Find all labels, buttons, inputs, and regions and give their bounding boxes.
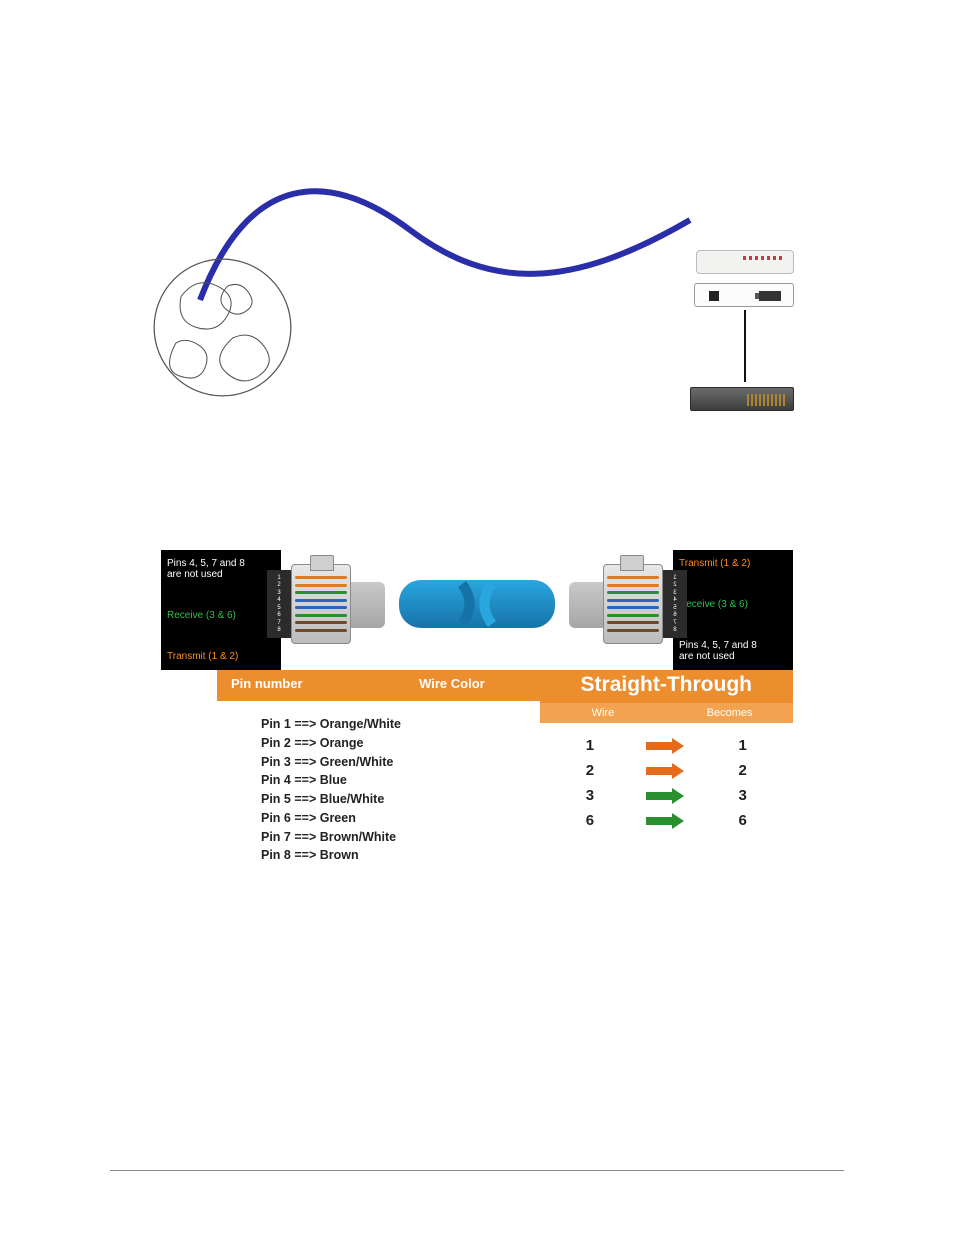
- connector-area: 1 2 3 4 5 6 7 8: [281, 550, 673, 670]
- wire: [295, 591, 347, 594]
- mapping-from: 1: [540, 737, 641, 754]
- pin-row: Pin 2 ==> Orange: [261, 734, 528, 753]
- wire: [295, 621, 347, 624]
- rj45-left: 1 2 3 4 5 6 7 8: [267, 564, 385, 644]
- left-not-used-label: Pins 4, 5, 7 and 8 are not used: [167, 558, 275, 580]
- arrow-icon: [640, 740, 692, 752]
- wire: [295, 576, 347, 579]
- pin-num: 4: [267, 597, 291, 603]
- pin-num: 4: [663, 597, 687, 603]
- pin-color-header: Pin number Wire Color: [217, 666, 540, 701]
- cable-twist: [457, 574, 497, 634]
- right-receive-label: Receive (3 & 6): [679, 599, 787, 610]
- pin-num: 2: [267, 582, 291, 588]
- modem-icon: [696, 250, 794, 274]
- header-wire-color: Wire Color: [378, 676, 525, 691]
- mapping-to: 2: [692, 762, 793, 779]
- pin-num: 5: [267, 605, 291, 611]
- left-receive-label: Receive (3 & 6): [167, 610, 275, 621]
- pin-num: 1: [663, 575, 687, 581]
- pin-row: Pin 3 ==> Green/White: [261, 753, 528, 772]
- wire: [607, 584, 659, 587]
- mapping-row: 1 1: [540, 733, 793, 758]
- pin-num: 3: [663, 590, 687, 596]
- wires-left: [295, 576, 347, 632]
- pin-row: Pin 7 ==> Brown/White: [261, 828, 528, 847]
- dvr-icon: [690, 387, 794, 411]
- mapping-to: 3: [692, 787, 793, 804]
- globe-icon: [150, 255, 295, 400]
- right-transmit-label: Transmit (1 & 2): [679, 558, 787, 569]
- mapping-row: 2 2: [540, 758, 793, 783]
- arrow-icon: [640, 815, 692, 827]
- page: Pins 4, 5, 7 and 8 are not used Receive …: [0, 0, 954, 1235]
- connector-row: Pins 4, 5, 7 and 8 are not used Receive …: [161, 550, 793, 670]
- mapping-to: 1: [692, 737, 793, 754]
- wire: [295, 599, 347, 602]
- wire: [607, 614, 659, 617]
- wire: [607, 629, 659, 632]
- wires-right: [607, 576, 659, 632]
- header-pin-number: Pin number: [231, 676, 378, 691]
- mapping-row: 3 3: [540, 783, 793, 808]
- cable-diagram: Pins 4, 5, 7 and 8 are not used Receive …: [161, 550, 793, 883]
- pin-num: 8: [267, 627, 291, 633]
- wire: [607, 591, 659, 594]
- footer-rule: [110, 1170, 844, 1171]
- wire: [295, 629, 347, 632]
- switch-icon: [694, 283, 794, 307]
- straight-through-title: Straight-Through: [540, 666, 793, 703]
- rj45-right: 1 2 3 4 5 6 7 8: [569, 564, 687, 644]
- mapping-row: 6 6: [540, 808, 793, 833]
- sub-becomes: Becomes: [666, 707, 793, 719]
- pin-numbers-left: 1 2 3 4 5 6 7 8: [267, 570, 291, 638]
- pin-numbers-right: 1 2 3 4 5 6 7 8: [663, 570, 687, 638]
- left-transmit-label: Transmit (1 & 2): [167, 651, 275, 662]
- mapping-rows: 1 1 2 2 3 3 6: [540, 723, 793, 849]
- mapping-from: 3: [540, 787, 641, 804]
- pin-color-table: Pin number Wire Color Pin 1 ==> Orange/W…: [217, 666, 540, 883]
- cable-mid: [399, 580, 555, 628]
- wire: [295, 614, 347, 617]
- left-pin-panel: Pins 4, 5, 7 and 8 are not used Receive …: [161, 550, 281, 670]
- pin-num: 1: [267, 575, 291, 581]
- cable-boot: [351, 582, 385, 628]
- sub-wire: Wire: [540, 707, 667, 719]
- wire: [607, 599, 659, 602]
- wire: [607, 621, 659, 624]
- mapping-from: 6: [540, 812, 641, 829]
- pin-num: 3: [267, 590, 291, 596]
- right-pin-panel: Transmit (1 & 2) Receive (3 & 6) Pins 4,…: [673, 550, 793, 670]
- mapping-to: 6: [692, 812, 793, 829]
- pin-row: Pin 5 ==> Blue/White: [261, 790, 528, 809]
- pin-color-body: Pin 1 ==> Orange/White Pin 2 ==> Orange …: [217, 701, 540, 883]
- wire: [295, 606, 347, 609]
- pin-num: 7: [663, 620, 687, 626]
- ethernet-link: [744, 310, 746, 382]
- mapping-from: 2: [540, 762, 641, 779]
- pinout-tables: Pin number Wire Color Pin 1 ==> Orange/W…: [217, 666, 793, 883]
- pin-num: 5: [663, 605, 687, 611]
- pin-num: 6: [267, 612, 291, 618]
- pin-row: Pin 4 ==> Blue: [261, 771, 528, 790]
- wire: [295, 584, 347, 587]
- wire: [607, 606, 659, 609]
- straight-through-subheader: Wire Becomes: [540, 703, 793, 723]
- pin-num: 8: [663, 627, 687, 633]
- straight-through-table: Straight-Through Wire Becomes 1 1 2 2: [540, 666, 793, 883]
- pin-num: 6: [663, 612, 687, 618]
- pin-row: Pin 6 ==> Green: [261, 809, 528, 828]
- topology-diagram: [110, 150, 844, 490]
- cable-boot: [569, 582, 603, 628]
- wire: [607, 576, 659, 579]
- pin-row: Pin 8 ==> Brown: [261, 846, 528, 865]
- pin-row: Pin 1 ==> Orange/White: [261, 715, 528, 734]
- right-not-used-label: Pins 4, 5, 7 and 8 are not used: [679, 640, 787, 662]
- arrow-icon: [640, 765, 692, 777]
- pin-num: 7: [267, 620, 291, 626]
- pin-num: 2: [663, 582, 687, 588]
- arrow-icon: [640, 790, 692, 802]
